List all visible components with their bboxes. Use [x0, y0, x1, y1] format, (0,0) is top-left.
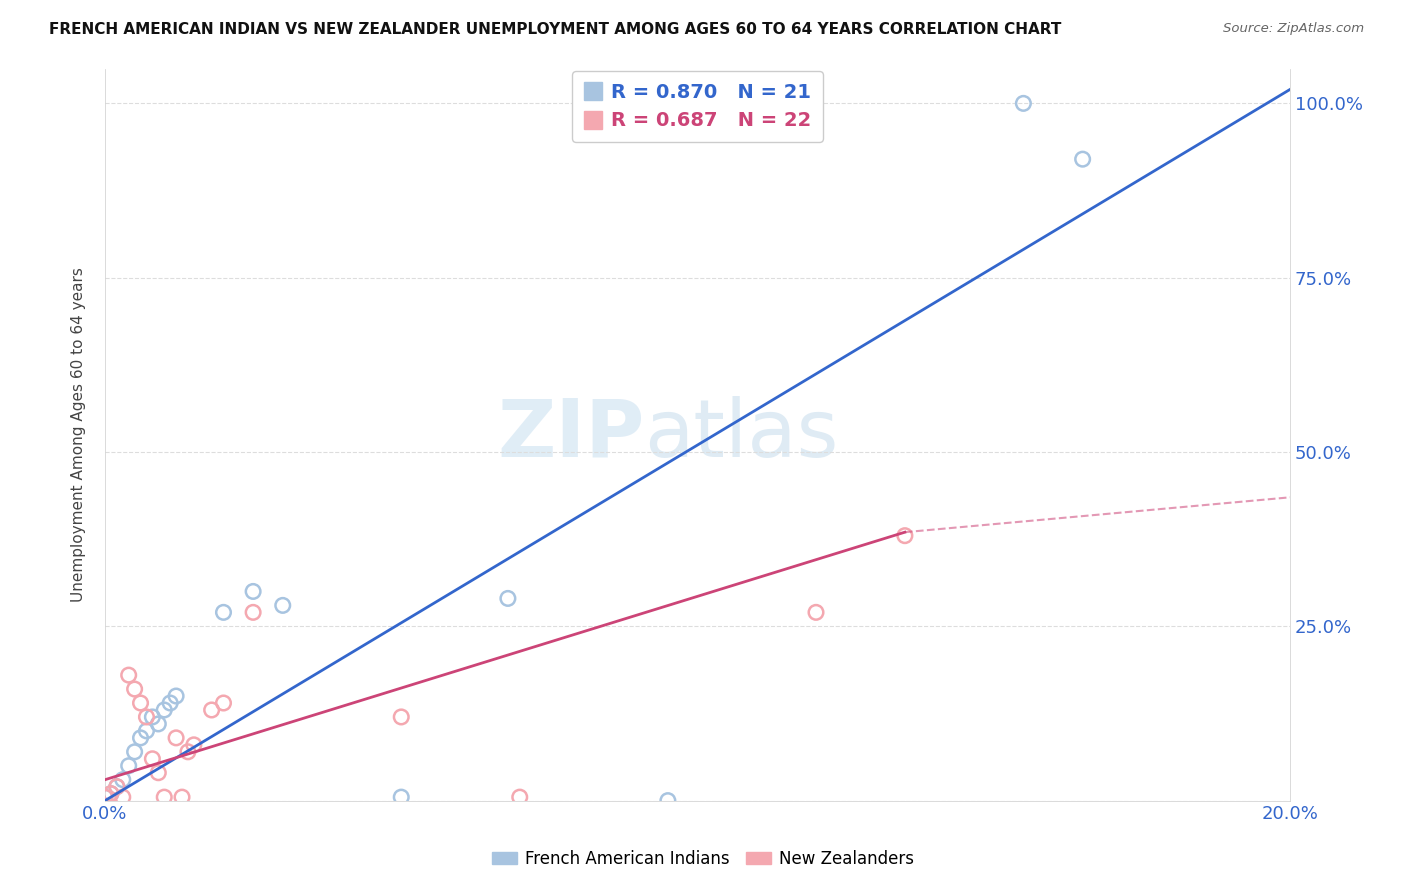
Point	[148, 717, 170, 731]
Point	[165, 689, 187, 703]
Point	[201, 703, 224, 717]
Point	[183, 738, 205, 752]
Text: FRENCH AMERICAN INDIAN VS NEW ZEALANDER UNEMPLOYMENT AMONG AGES 60 TO 64 YEARS C: FRENCH AMERICAN INDIAN VS NEW ZEALANDER …	[49, 22, 1062, 37]
Point	[100, 787, 122, 801]
Point	[148, 765, 170, 780]
Point	[159, 696, 181, 710]
Point	[177, 745, 200, 759]
Point	[124, 745, 146, 759]
Text: ZIP: ZIP	[496, 395, 644, 474]
Point	[118, 668, 141, 682]
Point	[94, 790, 117, 805]
Y-axis label: Unemployment Among Ages 60 to 64 years: Unemployment Among Ages 60 to 64 years	[72, 267, 86, 602]
Point	[389, 710, 412, 724]
Point	[111, 790, 134, 805]
Point	[124, 681, 146, 696]
Point	[135, 723, 157, 738]
Point	[389, 790, 412, 805]
Point	[657, 794, 679, 808]
Legend: R = 0.870   N = 21, R = 0.687   N = 22: R = 0.870 N = 21, R = 0.687 N = 22	[572, 71, 823, 142]
Point	[141, 752, 163, 766]
Point	[1071, 152, 1094, 166]
Legend: French American Indians, New Zealanders: French American Indians, New Zealanders	[485, 844, 921, 875]
Point	[105, 780, 128, 794]
Point	[129, 731, 152, 745]
Point	[135, 710, 157, 724]
Point	[105, 780, 128, 794]
Text: Source: ZipAtlas.com: Source: ZipAtlas.com	[1223, 22, 1364, 36]
Point	[165, 731, 187, 745]
Point	[153, 703, 176, 717]
Point	[271, 599, 294, 613]
Point	[111, 772, 134, 787]
Point	[153, 790, 176, 805]
Point	[496, 591, 519, 606]
Point	[129, 696, 152, 710]
Point	[509, 790, 531, 805]
Point	[242, 584, 264, 599]
Point	[170, 790, 193, 805]
Point	[94, 790, 117, 805]
Point	[1012, 96, 1035, 111]
Point	[212, 606, 235, 620]
Point	[242, 606, 264, 620]
Point	[212, 696, 235, 710]
Point	[894, 529, 917, 543]
Point	[118, 758, 141, 772]
Point	[100, 787, 122, 801]
Text: atlas: atlas	[644, 395, 838, 474]
Point	[141, 710, 163, 724]
Point	[804, 606, 827, 620]
